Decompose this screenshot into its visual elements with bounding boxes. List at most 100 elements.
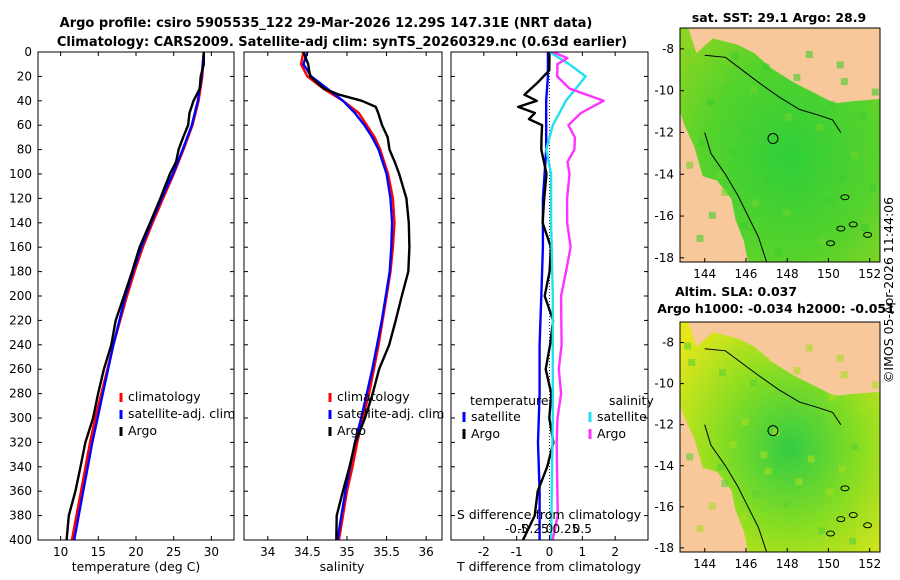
grid-cell xyxy=(859,111,867,119)
grid-cell xyxy=(696,525,704,533)
series-s-satellite xyxy=(545,52,587,540)
grid-cell xyxy=(698,430,706,438)
series-climatology xyxy=(70,52,205,540)
grid-cell xyxy=(838,174,846,182)
shelf-contour xyxy=(704,54,842,133)
grid-cell xyxy=(861,515,869,523)
y-tick-label: -12 xyxy=(654,418,674,432)
argo-position-marker xyxy=(767,133,779,145)
x-tick-label: 36 xyxy=(419,545,434,559)
shelf-contour xyxy=(704,348,842,425)
grid-cell xyxy=(836,61,844,69)
series-satellite-adj-clim xyxy=(302,52,394,540)
grid-cell xyxy=(764,176,772,184)
grid-cell xyxy=(731,346,739,354)
series-argo xyxy=(302,52,411,540)
grid-cell xyxy=(861,224,869,232)
grid-cell xyxy=(729,441,737,449)
legend-title-salinity: salinity xyxy=(609,393,654,408)
grid-cell xyxy=(741,418,749,426)
series-satellite-adj-clim xyxy=(73,52,205,540)
reef-contour xyxy=(704,424,768,552)
grid-cell xyxy=(717,463,725,471)
y-tick-label: 400 xyxy=(9,533,32,547)
grid-cell xyxy=(805,50,813,58)
x-tick-label: 148 xyxy=(776,267,799,281)
y-tick-label: 360 xyxy=(9,484,32,498)
y-tick-label: 200 xyxy=(9,289,32,303)
grid-cell xyxy=(816,416,824,424)
y-tick-label: -12 xyxy=(654,125,674,139)
grid-cell xyxy=(741,126,749,134)
temperature-panel: 10 15 20 25 30020406080100120140160180200220… xyxy=(9,45,235,574)
grid-cell xyxy=(793,73,801,81)
y-tick-label: -10 xyxy=(654,84,674,98)
sla-map: 144 146 148 150 152 -8 -10 -12 -14 -16 -18 xyxy=(654,321,881,571)
grid-cell xyxy=(721,480,729,488)
grid-cell xyxy=(840,78,848,86)
salinity-xlabel: salinity xyxy=(320,559,365,574)
x-tick-label: -1 xyxy=(511,545,523,559)
x-tick-label: 148 xyxy=(776,557,799,571)
island xyxy=(863,231,873,238)
grid-cell xyxy=(708,502,716,510)
y-tick-label: -16 xyxy=(654,500,674,514)
grid-cell xyxy=(783,209,791,217)
y-tick-label: -10 xyxy=(654,377,674,391)
y-tick-label: 260 xyxy=(9,362,32,376)
grid-cell xyxy=(828,101,836,109)
x-tick-label: 150 xyxy=(817,557,840,571)
y-tick-label: 240 xyxy=(9,338,32,352)
y-tick-label: 180 xyxy=(9,265,32,279)
grid-cell xyxy=(686,453,694,461)
island xyxy=(826,240,836,247)
grid-cell xyxy=(871,88,879,96)
grid-cell xyxy=(783,500,791,508)
s-tick-label: 0.5 xyxy=(573,522,592,536)
y-tick-label: -14 xyxy=(654,459,674,473)
grid-cell xyxy=(760,451,768,459)
x-tick-label: 34 xyxy=(260,545,275,559)
legend-label: Argo xyxy=(337,423,366,438)
island xyxy=(836,225,846,232)
s-tick-label: -0.25 xyxy=(518,522,549,536)
grid-cell xyxy=(785,406,793,414)
s-tick-label: -0.5 xyxy=(505,522,528,536)
grid-cell xyxy=(684,342,692,350)
x-tick-label: 1 xyxy=(579,545,587,559)
x-tick-label: 20 xyxy=(128,545,143,559)
x-tick-label: 25 xyxy=(166,545,181,559)
grid-cell xyxy=(851,443,859,451)
legend-label: Argo xyxy=(597,426,626,441)
sst-map: 144 146 148 150 152 -8 -10 -12 -14 -16 -18 xyxy=(654,27,881,281)
x-tick-label: 34.5 xyxy=(294,545,321,559)
grid-cell xyxy=(826,197,834,205)
grid-cell xyxy=(708,211,716,219)
grid-cell xyxy=(772,428,780,436)
grid-cell xyxy=(772,136,780,144)
grid-cell xyxy=(717,172,725,180)
grid-cell xyxy=(706,391,714,399)
legend-label: satellite-adj. clim xyxy=(337,406,444,421)
grid-cell xyxy=(739,512,747,520)
grid-cell xyxy=(828,393,836,401)
grid-cell xyxy=(849,537,857,545)
grid-cell xyxy=(807,455,815,463)
x-tick-label: 2 xyxy=(611,545,619,559)
grid-cell xyxy=(729,149,737,157)
y-tick-label: 80 xyxy=(17,143,32,157)
y-tick-label: -18 xyxy=(654,541,674,555)
grid-cell xyxy=(750,379,758,387)
island xyxy=(848,512,858,519)
title-line-1: Argo profile: csiro 5905535_122 29-Mar-2… xyxy=(60,16,593,31)
grid-cell xyxy=(818,236,826,244)
y-tick-label: 220 xyxy=(9,313,32,327)
legend-label: climatology xyxy=(337,389,410,404)
grid-cell xyxy=(826,488,834,496)
y-tick-label: 0 xyxy=(24,45,32,59)
y-tick-label: 60 xyxy=(17,118,32,132)
y-tick-label: 160 xyxy=(9,240,32,254)
x-tick-label: 152 xyxy=(858,557,881,571)
y-tick-label: 380 xyxy=(9,509,32,523)
